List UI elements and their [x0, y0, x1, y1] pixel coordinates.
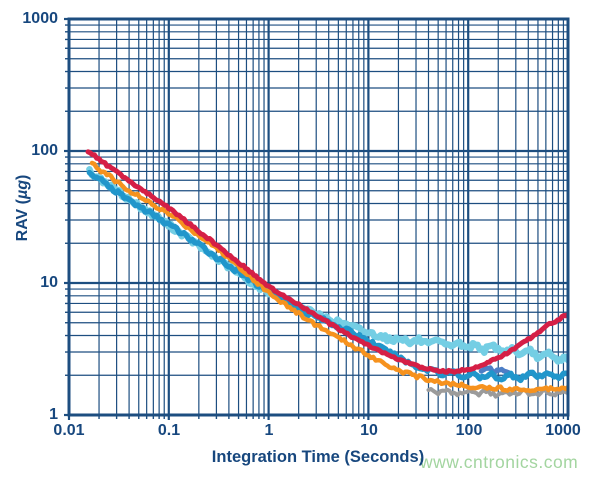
y-tick-1: 1 [49, 406, 58, 423]
crimson-trace [85, 149, 570, 375]
watermark-text: www.cntronics.com [420, 452, 579, 472]
orange-trace [89, 160, 570, 394]
x-tick-1000: 1000 [545, 422, 581, 439]
x-tick-0-01: 0.01 [53, 422, 85, 439]
y-axis-title: RAV (µg) [14, 158, 32, 258]
y-tick-100: 100 [31, 142, 58, 159]
y-axis-title-prefix: RAV ( [14, 198, 31, 242]
x-tick-0-1: 0.1 [157, 422, 181, 439]
medium-blue-trace [478, 365, 511, 375]
y-axis-title-suffix: ) [14, 174, 31, 180]
x-tick-1: 1 [264, 422, 274, 439]
y-tick-10: 10 [40, 274, 58, 291]
y-axis-unit: µg [14, 179, 31, 199]
y-tick-1000: 1000 [22, 10, 58, 27]
gray-trace [426, 387, 570, 399]
x-tick-100: 100 [455, 422, 483, 439]
x-axis-title: Integration Time (Seconds) [211, 448, 425, 466]
x-tick-10: 10 [360, 422, 378, 439]
